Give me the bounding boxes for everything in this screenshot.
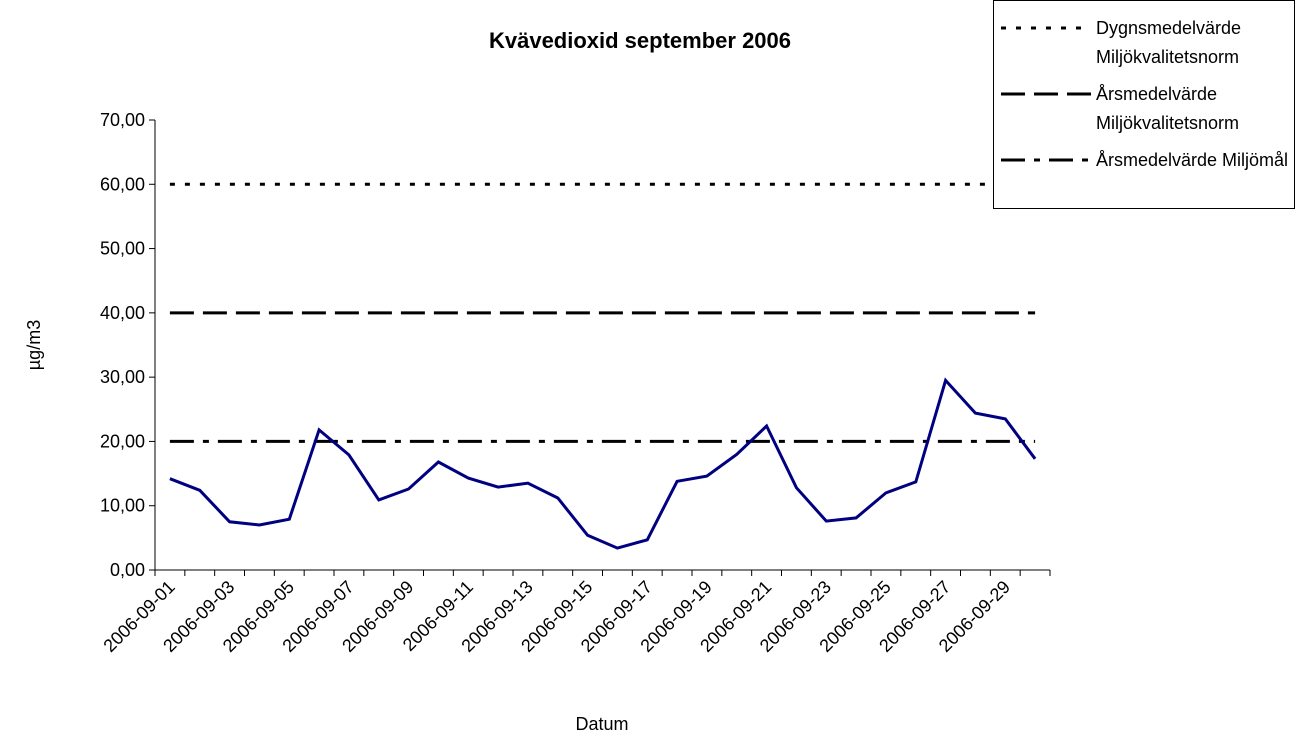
legend-label: Årsmedelvärde Miljömål bbox=[1096, 150, 1289, 170]
legend-entry: Årsmedelvärde Miljömål bbox=[994, 133, 1294, 199]
y-tick-label: 50,00 bbox=[100, 239, 145, 259]
x-axis-label: Datum bbox=[575, 714, 628, 734]
y-tick-label: 0,00 bbox=[110, 560, 145, 580]
y-tick-label: 40,00 bbox=[100, 303, 145, 323]
y-tick-label: 60,00 bbox=[100, 174, 145, 194]
legend-entry: Dygnsmedelvärde Miljökvalitetsnorm bbox=[994, 1, 1294, 67]
legend-entry: Årsmedelvärde Miljökvalitetsnorm bbox=[994, 67, 1294, 133]
legend-label: Dygnsmedelvärde Miljökvalitetsnorm bbox=[1096, 18, 1242, 67]
series-line bbox=[169, 377, 1037, 550]
y-tick-label: 20,00 bbox=[100, 431, 145, 451]
legend-swatch bbox=[1001, 158, 1091, 162]
legend-swatch bbox=[1001, 92, 1091, 96]
y-axis-label: µg/m3 bbox=[24, 320, 44, 370]
legend-label: Årsmedelvärde Miljökvalitetsnorm bbox=[1096, 84, 1240, 133]
y-tick-label: 10,00 bbox=[100, 496, 145, 516]
legend: Dygnsmedelvärde Miljökvalitetsnorm Årsmed… bbox=[993, 0, 1295, 209]
legend-swatch bbox=[1001, 26, 1091, 30]
y-tick-label: 30,00 bbox=[100, 367, 145, 387]
y-tick-label: 70,00 bbox=[100, 110, 145, 130]
chart-title: Kvävedioxid september 2006 bbox=[489, 28, 791, 53]
